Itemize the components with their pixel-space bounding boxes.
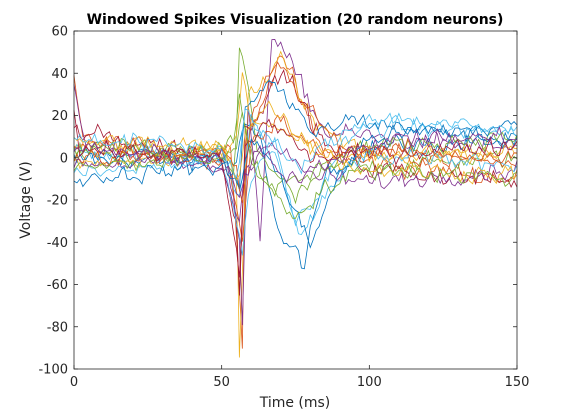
y-tick-label: -80 bbox=[47, 320, 68, 335]
x-tick-label: 0 bbox=[70, 375, 78, 390]
series-line-19 bbox=[73, 112, 518, 219]
y-tick-label: 40 bbox=[51, 67, 68, 82]
y-axis-label: Voltage (V) bbox=[18, 161, 34, 238]
y-tick-label: -100 bbox=[38, 363, 68, 378]
series-line-4 bbox=[73, 39, 518, 326]
y-tick-label: -20 bbox=[47, 194, 68, 209]
x-tick-label: 50 bbox=[213, 375, 230, 390]
series-line-20 bbox=[73, 108, 518, 178]
y-tick-label: 60 bbox=[51, 25, 68, 40]
x-axis-label: Time (ms) bbox=[259, 395, 331, 411]
plot-background bbox=[74, 31, 517, 369]
chart-title: Windowed Spikes Visualization (20 random… bbox=[87, 12, 504, 28]
series-line-16 bbox=[73, 61, 518, 203]
y-tick-label: 0 bbox=[60, 151, 68, 166]
series-line-12 bbox=[73, 93, 518, 198]
series-line-8 bbox=[73, 80, 518, 189]
y-tick-label: 20 bbox=[51, 109, 68, 124]
y-tick-label: -40 bbox=[47, 236, 68, 251]
series-layer bbox=[73, 39, 518, 358]
ticks-layer: 0 50 100 150 -100 -80 -60 -40 -20 0 20 40 60 bbox=[38, 25, 529, 391]
series-line-14 bbox=[73, 110, 518, 278]
series-line-18 bbox=[73, 125, 518, 199]
y-tick-label: -60 bbox=[47, 278, 68, 293]
series-line-3 bbox=[73, 50, 518, 358]
x-tick-label: 150 bbox=[505, 375, 530, 390]
x-tick-label: 100 bbox=[357, 375, 382, 390]
series-line-5 bbox=[73, 47, 518, 205]
series-line-2 bbox=[73, 55, 518, 349]
series-line-15 bbox=[73, 120, 518, 249]
